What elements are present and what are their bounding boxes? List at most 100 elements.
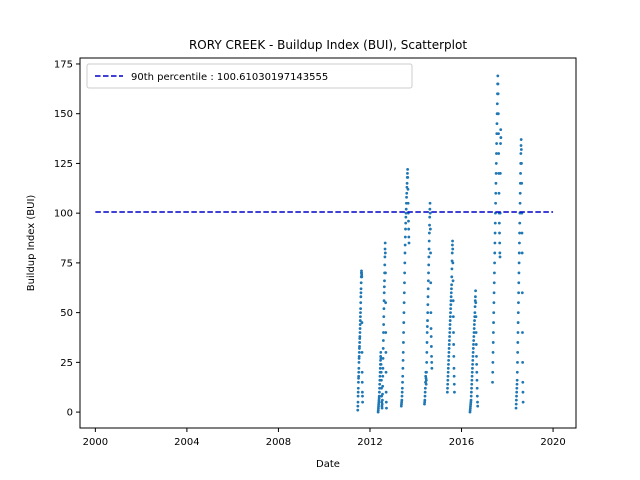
scatter-point	[469, 398, 473, 402]
scatter-point	[358, 345, 361, 348]
scatter-point	[475, 362, 479, 366]
scatter-point	[499, 128, 503, 132]
scatter-point	[377, 404, 380, 408]
scatter-point	[360, 321, 364, 324]
scatter-point	[492, 291, 496, 295]
scatter-point	[381, 392, 384, 396]
scatter-point	[494, 201, 498, 205]
legend: 90th percentile : 100.61030197143555	[86, 63, 413, 89]
scatter-point	[515, 386, 519, 390]
scatter-point	[491, 351, 495, 354]
scatter-point	[356, 390, 360, 394]
scatter-point	[491, 341, 495, 344]
scatter-point	[450, 283, 454, 287]
scatter-point	[381, 347, 385, 350]
scatter-point	[425, 370, 428, 374]
scatter-point	[450, 267, 454, 271]
scatter-point	[472, 343, 475, 346]
scatter-point	[446, 374, 450, 378]
scatter-point	[356, 386, 360, 390]
scatter-point	[427, 247, 431, 251]
scatter-point	[424, 382, 428, 386]
scatter-point	[379, 362, 383, 366]
scatter-point	[377, 394, 381, 398]
scatter-point	[383, 251, 387, 255]
scatter-point	[521, 331, 524, 334]
scatter-point	[429, 251, 432, 255]
scatter-point	[496, 92, 500, 96]
scatter-point	[383, 247, 387, 251]
scatter-point	[517, 281, 521, 285]
scatter-point	[381, 356, 385, 360]
scatter-point	[472, 331, 476, 334]
scatter-point	[401, 380, 404, 384]
scatter-point	[497, 132, 500, 135]
scatter-point	[446, 386, 449, 390]
scatter-point	[425, 331, 429, 334]
scatter-point	[384, 271, 387, 275]
scatter-point	[404, 211, 408, 215]
y-tick-label: 125	[54, 159, 73, 170]
scatter-point	[473, 319, 476, 322]
scatter-point	[498, 231, 501, 235]
scatter-point	[493, 261, 496, 265]
scatter-point	[406, 175, 410, 179]
scatter-point	[451, 247, 455, 251]
scatter-point	[356, 408, 360, 412]
scatter-point	[447, 351, 451, 354]
scatter-point	[492, 311, 496, 315]
scatter-point	[518, 231, 521, 235]
scatter-point	[515, 390, 519, 394]
y-tick-label: 150	[54, 109, 73, 120]
scatter-point	[356, 400, 360, 404]
scatter-point	[448, 327, 452, 330]
scatter-point	[449, 307, 453, 311]
scatter-point	[428, 227, 432, 231]
scatter-point	[474, 301, 478, 305]
scatter-point	[384, 400, 388, 404]
scatter-point	[357, 360, 361, 364]
scatter-point	[426, 279, 430, 283]
x-axis: 2000 2004 2008 2012 2016 2020	[83, 428, 566, 448]
scatter-point	[515, 394, 518, 398]
scatter-point	[495, 122, 499, 126]
y-tick-label: 0	[67, 408, 73, 419]
scatter-point	[384, 390, 388, 394]
scatter-point	[447, 358, 451, 362]
scatter-point	[448, 323, 452, 326]
scatter-point	[449, 303, 453, 307]
scatter-point	[429, 327, 433, 330]
scatter-point	[494, 171, 498, 175]
scatter-point	[492, 281, 496, 285]
scatter-point	[474, 315, 478, 319]
scatter-point	[425, 360, 429, 364]
scatter-point	[516, 360, 519, 364]
scatter-point	[452, 331, 455, 334]
scatter-point	[403, 235, 407, 239]
scatter-point	[449, 295, 453, 299]
scatter-point	[378, 366, 382, 370]
scatter-point	[493, 221, 497, 225]
y-tick-label: 75	[60, 258, 73, 269]
scatter-point	[492, 301, 496, 305]
scatter-point	[356, 394, 360, 398]
scatter-point	[401, 366, 405, 370]
scatter-point	[359, 291, 363, 295]
scatter-point	[471, 351, 475, 354]
scatter-point	[493, 271, 496, 275]
scatter-point	[423, 386, 427, 390]
scatter-point	[473, 311, 477, 315]
scatter-point	[476, 400, 479, 404]
scatter-point	[429, 281, 433, 285]
scatter-point	[491, 360, 495, 364]
scatter-point	[472, 327, 476, 330]
scatter-point	[448, 331, 452, 334]
x-tick-label: 2000	[83, 437, 108, 448]
scatter-point	[516, 351, 520, 354]
x-tick-label: 2008	[266, 437, 291, 448]
scatter-point	[429, 335, 433, 338]
scatter-point	[357, 354, 361, 358]
scatter-point	[427, 231, 431, 235]
scatter-point	[383, 255, 387, 259]
scatter-point	[475, 370, 479, 374]
